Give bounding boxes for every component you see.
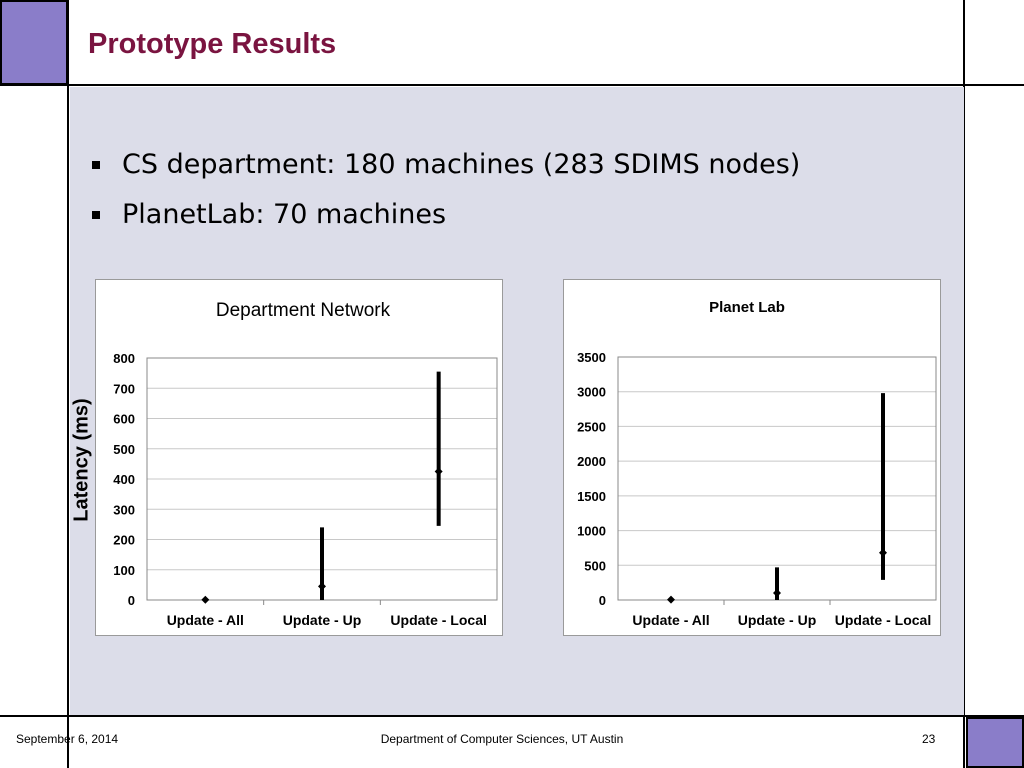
x-tick-label: Update - Local [390,612,486,628]
department-network-chart: Department Network 0 100 200 300 400 500 600 700… [95,279,503,636]
plot-area [617,356,937,601]
y-tick-label: 3500 [577,350,606,365]
y-tick-label: 2000 [577,454,606,469]
data-point-marker [879,548,887,557]
y-tick-label: 200 [113,533,135,548]
chart-title: Planet Lab [709,299,785,316]
x-tick-label: Update - Up [283,612,362,628]
data-point-marker [201,595,210,604]
x-tick-label: Update - All [632,612,709,628]
y-tick-label: 0 [599,593,606,608]
y-tick-label: 500 [113,442,135,457]
y-tick-label: 600 [113,412,135,427]
y-axis-label-text: Latency (ms) [70,398,93,522]
bullet-square-icon [92,211,100,219]
footer-divider-line [0,715,1024,717]
data-point-marker [667,595,675,604]
y-tick-label: 300 [113,502,135,517]
y-tick-label: 3000 [577,385,606,400]
y-tick-label: 100 [113,563,135,578]
bullet-text: PlanetLab: 70 machines [122,199,447,230]
bullet-item: CS department: 180 machines (283 SDIMS n… [88,140,800,190]
data-point-marker [434,467,443,476]
footer-date: September 6, 2014 [16,732,119,746]
slide-title: Prototype Results [88,28,337,60]
x-tick-label: Update - Local [835,612,931,628]
y-tick-label: 800 [113,351,135,366]
data-point-marker [318,582,326,591]
planet-lab-chart: Planet Lab 0 500 1000 1500 2000 2500 3000 3500 Up… [563,279,941,636]
chart-title: Department Network [216,300,391,321]
corner-accent-square-bottom [966,717,1024,768]
y-tick-label: 700 [113,381,135,396]
x-tick-label: Update - All [167,612,244,628]
y-tick-label: 400 [113,472,135,487]
bullet-square-icon [92,161,100,169]
title-divider-line [0,84,1024,86]
data-point-marker [773,589,781,598]
footer-department: Department of Computer Sciences, UT Aust… [380,732,624,746]
planet-lab-chart-svg: Planet Lab 0 500 1000 1500 2000 2500 3000 3500 Up… [577,299,937,628]
bullet-text: CS department: 180 machines (283 SDIMS n… [122,149,801,180]
corner-accent-square-top [0,0,68,85]
y-tick-label: 2500 [577,419,606,434]
y-tick-label: 1500 [577,489,606,504]
bullet-list: CS department: 180 machines (283 SDIMS n… [88,140,800,240]
y-tick-label: 0 [128,593,135,608]
y-tick-label: 1000 [577,524,606,539]
y-tick-label: 500 [584,558,606,573]
department-network-chart-svg: Department Network 0 100 200 300 400 500 600 700… [113,300,498,628]
left-divider-line [67,0,69,768]
footer-page-number: 23 [922,732,936,746]
bullet-item: PlanetLab: 70 machines [88,190,800,240]
x-tick-label: Update - Up [738,612,817,628]
right-divider-line [963,0,965,768]
